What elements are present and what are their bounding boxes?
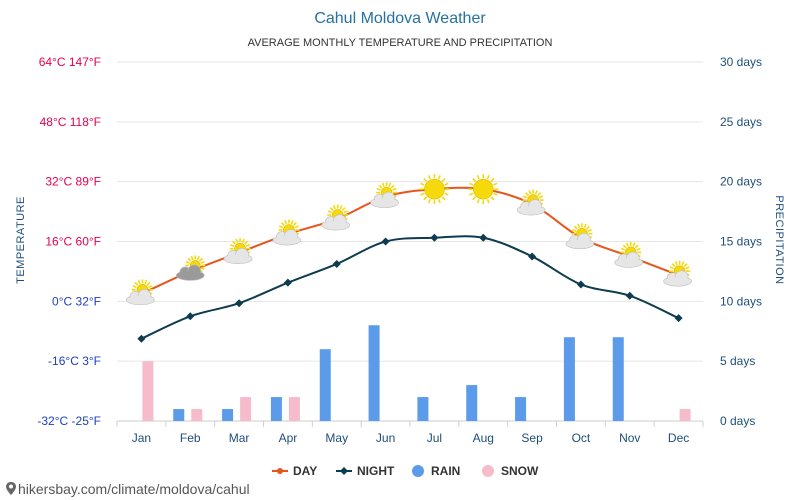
legend-item-day[interactable]: DAY [272, 464, 317, 478]
left-tick-label: 64°C 147°F [39, 55, 101, 69]
temperature-lines [137, 186, 683, 343]
left-tick-label: 16°C 60°F [45, 235, 101, 249]
legend-item-night[interactable]: NIGHT [336, 464, 395, 478]
legend: DAY NIGHT RAIN SNOW [272, 464, 539, 478]
night-point [528, 252, 537, 261]
month-separators [116, 420, 704, 427]
month-label: Jun [376, 431, 395, 445]
legend-item-snow[interactable]: SNOW [482, 464, 539, 478]
month-label: Mar [229, 431, 250, 445]
left-tick-label: -16°C 3°F [48, 354, 101, 368]
rain-bar [319, 349, 331, 421]
legend-label: DAY [293, 464, 317, 478]
rain-bar [612, 337, 624, 421]
partly-cloudy-icon [565, 223, 595, 250]
right-tick-label: 30 days [720, 55, 762, 69]
left-axis-ticks: 64°C 147°F 48°C 118°F 32°C 89°F 16°C 60°F 0°… [37, 55, 101, 428]
month-label: Sep [521, 431, 543, 445]
chart-subtitle: AVERAGE MONTHLY TEMPERATURE AND PRECIPIT… [248, 37, 553, 49]
rain-bar [417, 397, 429, 421]
month-label: Feb [180, 431, 201, 445]
right-tick-label: 25 days [720, 115, 762, 129]
month-labels: Jan Feb Mar Apr May Jun Jul Aug Sep Oct Nov Dec [132, 431, 690, 445]
source-link[interactable]: hikersbay.com/climate/moldova/cahul [6, 481, 250, 497]
night-point [625, 291, 634, 300]
right-axis-ticks: 30 days 25 days 20 days 15 days 10 days 5 day… [720, 55, 762, 428]
partly-cloudy-icon [126, 279, 155, 306]
legend-marker [482, 465, 494, 477]
night-point [479, 233, 488, 242]
partly-cloudy-icon [516, 189, 546, 216]
right-tick-label: 5 days [720, 354, 755, 368]
night-point [283, 278, 292, 287]
night-point [381, 237, 390, 246]
night-point [430, 233, 439, 242]
month-label: Jan [132, 431, 151, 445]
month-label: Dec [668, 431, 689, 445]
partly-cloudy-icon [272, 219, 302, 246]
left-tick-label: 0°C 32°F [52, 294, 101, 308]
month-label: Aug [473, 431, 494, 445]
snow-bar [191, 409, 203, 421]
left-tick-label: -32°C -25°F [37, 414, 101, 428]
partly-cloudy-icon [223, 238, 253, 265]
rain-bar [270, 397, 282, 421]
legend-label: NIGHT [357, 464, 395, 478]
month-label: May [325, 431, 348, 445]
night-point [186, 312, 195, 321]
rain-bar [368, 325, 380, 421]
rain-bar [466, 385, 478, 421]
pin-icon [6, 482, 16, 495]
month-label: Apr [279, 431, 298, 445]
legend-marker [277, 468, 283, 474]
snow-bar [240, 397, 252, 421]
source-text: hikersbay.com/climate/moldova/cahul [18, 481, 250, 497]
rain-bar [515, 397, 527, 421]
legend-label: SNOW [501, 464, 539, 478]
snow-bar [288, 397, 300, 421]
partly-cloudy-icon [370, 182, 399, 208]
left-axis-label: TEMPERATURE [15, 196, 27, 284]
night-point [137, 334, 146, 343]
snow-bar [142, 361, 154, 421]
partly-cloudy-icon [321, 204, 351, 231]
night-point [576, 280, 585, 289]
sunny-icon [468, 174, 499, 205]
legend-item-rain[interactable]: RAIN [412, 464, 460, 478]
rain-bar [173, 409, 185, 421]
snow-bar [679, 409, 691, 421]
right-tick-label: 15 days [720, 235, 762, 249]
rain-bar [222, 409, 234, 421]
month-label: Oct [572, 431, 591, 445]
legend-marker [340, 467, 348, 475]
right-axis-label: PRECIPITATION [773, 195, 785, 284]
night-point [674, 314, 683, 323]
legend-marker [412, 465, 424, 477]
month-label: Jul [427, 431, 442, 445]
left-tick-label: 48°C 118°F [40, 115, 101, 129]
month-label: Nov [619, 431, 640, 445]
precipitation-bars [142, 325, 691, 421]
legend-label: RAIN [431, 464, 460, 478]
right-tick-label: 20 days [720, 175, 762, 189]
night-point [332, 259, 341, 268]
partly-cloudy-icon [614, 241, 644, 268]
partly-cloudy-icon [663, 260, 692, 287]
rain-bar [563, 337, 575, 421]
right-tick-label: 0 days [720, 414, 755, 428]
day-line [140, 186, 679, 295]
night-point [235, 299, 244, 308]
chart-title: Cahul Moldova Weather [314, 10, 486, 27]
sunny-icon [419, 174, 450, 205]
weather-icons [126, 174, 692, 306]
night-line [140, 235, 680, 340]
right-tick-label: 10 days [720, 294, 762, 308]
left-tick-label: 32°C 89°F [45, 175, 101, 189]
cloudy-icon [175, 255, 206, 281]
